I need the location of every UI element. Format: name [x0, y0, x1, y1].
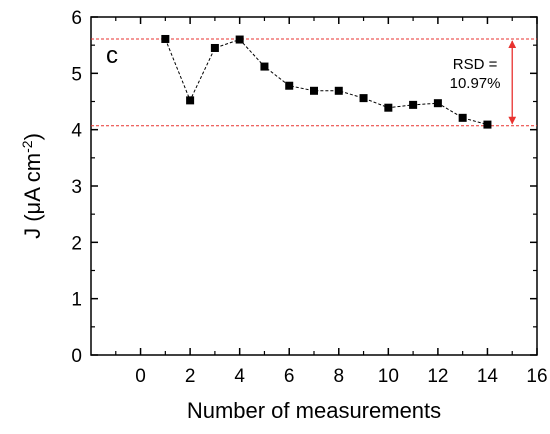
- x-tick-label: 0: [135, 366, 146, 387]
- y-axis-title-unit: A cm: [20, 153, 45, 202]
- y-axis-title-prefix: J (: [20, 214, 45, 239]
- series-line: [164, 38, 488, 126]
- rsd-label-line: RSD =: [453, 56, 498, 73]
- data-point: [210, 43, 219, 52]
- data-point: [285, 81, 294, 90]
- data-point: [384, 103, 393, 112]
- y-axis-title-mu: μ: [20, 202, 45, 215]
- data-point: [483, 120, 492, 129]
- data-point: [458, 113, 467, 122]
- data-point: [433, 99, 442, 108]
- x-tick-label: 8: [333, 366, 344, 387]
- y-axis-title-exponent: -2: [19, 140, 35, 153]
- data-point: [235, 35, 244, 44]
- x-tick-label: 2: [185, 366, 196, 387]
- y-axis-title: J (μA cm-2): [19, 133, 45, 239]
- data-point: [161, 34, 170, 43]
- x-tick-label: 6: [284, 366, 295, 387]
- rsd-annotation: RSD = 10.97%: [450, 40, 517, 125]
- data-series: [161, 34, 492, 129]
- reference-lines: [91, 38, 537, 127]
- data-point: [334, 86, 343, 95]
- x-tick-label: 14: [477, 366, 499, 387]
- panel-label: c: [106, 42, 118, 69]
- x-tick-label: 16: [526, 366, 547, 387]
- y-tick-label: 0: [71, 346, 82, 367]
- rsd-label-line: 10.97%: [450, 75, 501, 92]
- y-tick-label: 5: [71, 64, 82, 85]
- data-point: [310, 86, 318, 95]
- x-tick-label: 10: [378, 366, 399, 387]
- y-tick-label: 2: [71, 233, 82, 254]
- data-point: [359, 94, 368, 103]
- x-tick-label: 4: [234, 366, 245, 387]
- data-point: [260, 62, 269, 71]
- y-axis-title-suffix: ): [20, 133, 45, 140]
- y-tick-label: 3: [71, 177, 82, 198]
- x-axis-title: Number of measurements: [187, 398, 441, 423]
- y-tick-label: 4: [71, 121, 82, 142]
- data-point: [409, 100, 418, 109]
- y-tick-label: 6: [71, 8, 82, 29]
- x-tick-label: 12: [427, 366, 448, 387]
- data-point: [186, 96, 195, 105]
- y-tick-label: 1: [71, 290, 82, 311]
